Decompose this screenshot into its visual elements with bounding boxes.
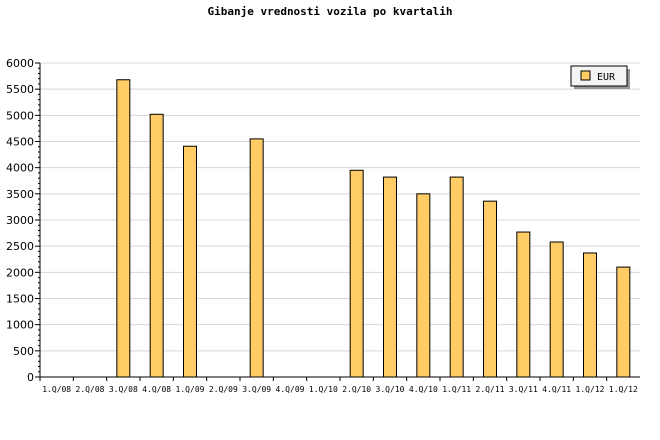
y-tick-label: 0 — [27, 371, 34, 384]
bar — [116, 79, 131, 378]
x-tick-label: 3.Q/08 — [109, 385, 138, 394]
x-tick-label: 2.Q/10 — [342, 385, 371, 394]
x-tick-label: 4.Q/11 — [542, 385, 571, 394]
x-tick-label: 1.Q/11 — [442, 385, 471, 394]
y-tick-label: 6000 — [6, 57, 34, 70]
y-tick-label: 5500 — [6, 83, 34, 96]
bar — [149, 113, 164, 378]
x-tick-label: 4.Q/09 — [276, 385, 305, 394]
x-tick-label: 2.Q/11 — [476, 385, 505, 394]
bar — [549, 241, 564, 378]
y-tick-label: 3500 — [6, 188, 34, 201]
legend-label: EUR — [597, 72, 616, 83]
y-tick-label: 3000 — [6, 214, 34, 227]
x-tick-label: 3.Q/09 — [242, 385, 271, 394]
bar — [616, 266, 631, 378]
y-tick-label: 4000 — [6, 162, 34, 175]
bar — [516, 231, 531, 378]
y-tick-label: 4500 — [6, 136, 34, 149]
x-tick-label: 1.Q/12 — [576, 385, 605, 394]
x-tick-label: 1.Q/12 — [609, 385, 638, 394]
bar — [449, 176, 464, 378]
bar — [483, 200, 497, 378]
x-tick-label: 2.Q/08 — [76, 385, 105, 394]
bar — [249, 138, 264, 378]
x-tick-label: 4.Q/10 — [409, 385, 438, 394]
bar — [183, 145, 197, 378]
bar — [416, 193, 431, 378]
y-tick-label: 500 — [13, 345, 34, 358]
x-tick-label: 3.Q/10 — [376, 385, 405, 394]
y-tick-label: 2000 — [6, 266, 34, 279]
y-tick-label: 1500 — [6, 293, 34, 306]
chart-title: Gibanje vrednosti vozila po kvartalih — [207, 5, 452, 18]
bar — [349, 169, 364, 378]
bar — [583, 252, 597, 378]
x-tick-label: 2.Q/09 — [209, 385, 238, 394]
x-tick-label: 4.Q/08 — [142, 385, 171, 394]
legend-swatch — [580, 70, 591, 81]
x-tick-label: 1.Q/09 — [176, 385, 205, 394]
x-tick-label: 1.Q/08 — [42, 385, 71, 394]
legend: EUR — [570, 65, 630, 89]
y-tick-label: 2500 — [6, 240, 34, 253]
y-tick-label: 1000 — [6, 319, 34, 332]
bar — [383, 176, 397, 378]
y-tick-label: 5000 — [6, 109, 34, 122]
x-tick-label: 1.Q/10 — [309, 385, 338, 394]
x-tick-label: 3.Q/11 — [509, 385, 538, 394]
